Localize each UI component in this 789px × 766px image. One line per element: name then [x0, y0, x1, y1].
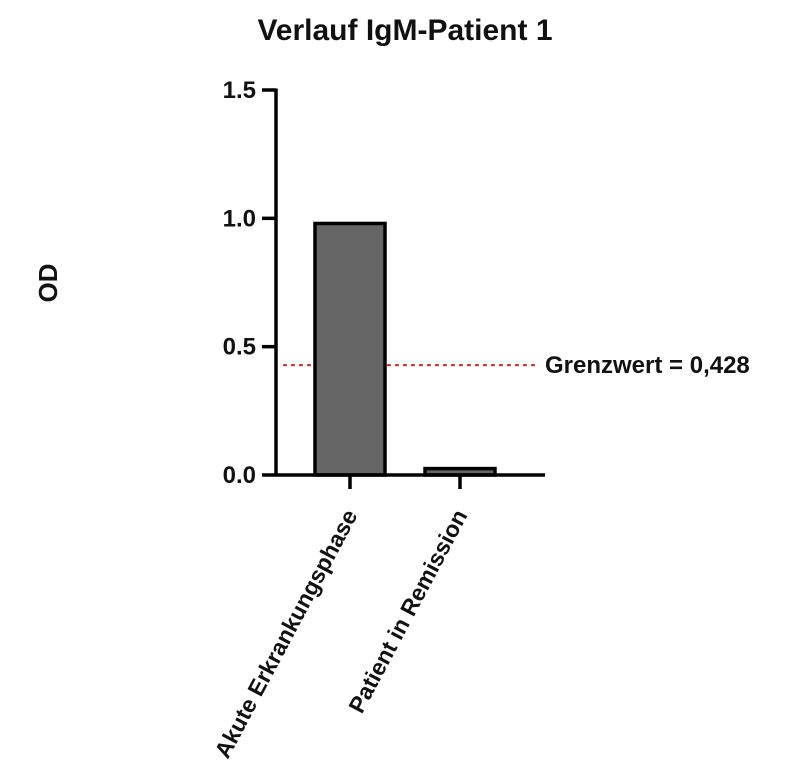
- y-tick-label: 1.5: [223, 77, 256, 104]
- y-tick-label: 0.0: [223, 462, 256, 489]
- y-tick-label: 1.0: [223, 205, 256, 232]
- y-tick-label: 0.5: [223, 334, 256, 361]
- x-tick-label: Patient in Remission: [343, 505, 472, 717]
- bar-1: [313, 221, 387, 477]
- x-tick-label: Akute Erkrankungsphase: [209, 505, 362, 762]
- plot-area: Grenzwert = 0,428 0.0 0.5 1.0 1.5 Akute Erkra…: [209, 77, 750, 762]
- chart-title: Verlauf IgM-Patient 1: [257, 14, 552, 47]
- y-axis-label: OD: [33, 264, 63, 303]
- reference-line-label: Grenzwert = 0,428: [545, 352, 750, 379]
